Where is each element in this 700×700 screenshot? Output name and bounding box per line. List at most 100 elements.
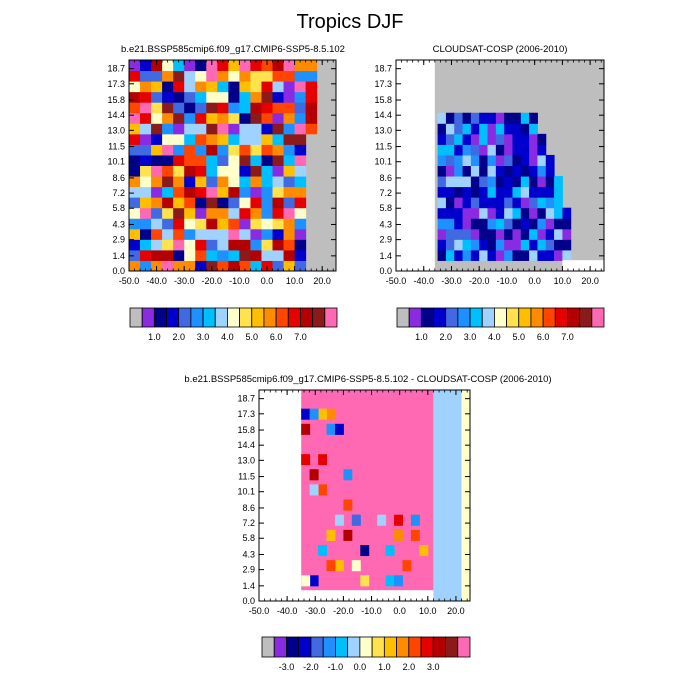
heatmap-cell	[217, 81, 229, 93]
colorbar-box	[347, 636, 361, 658]
heatmap-cell	[512, 239, 522, 251]
heatmap-cell	[140, 218, 152, 230]
colorbar-box	[420, 636, 434, 658]
y-tick-label: 5.8	[112, 203, 125, 213]
heatmap-cell	[470, 207, 480, 219]
heatmap-cell	[261, 249, 274, 261]
heatmap-cell	[129, 91, 141, 103]
heatmap-cell	[318, 545, 328, 557]
colorbar-label: 5.0	[513, 332, 526, 342]
heatmap-cell	[537, 165, 547, 177]
heatmap-cell	[454, 144, 464, 156]
heatmap-cell	[206, 197, 218, 209]
heatmap-cell	[283, 260, 296, 272]
heatmap-cell	[206, 102, 218, 114]
heatmap-cell	[239, 249, 251, 261]
heatmap-cell	[250, 260, 262, 272]
heatmap-cell	[512, 144, 522, 156]
heatmap-cell	[487, 176, 497, 188]
heatmap-cell	[261, 112, 274, 124]
heatmap-cell	[162, 123, 174, 135]
heatmap-cell	[217, 207, 229, 219]
heatmap-cell	[129, 207, 141, 219]
heatmap-cell	[343, 469, 353, 481]
colorbar-box	[396, 307, 410, 328]
y-tick-label: 7.2	[242, 518, 255, 528]
heatmap-cell	[283, 123, 296, 135]
heatmap-cell	[537, 144, 547, 156]
heatmap-cell	[217, 112, 229, 124]
heatmap-cell	[479, 207, 489, 219]
y-tick-label: 10.1	[374, 157, 392, 167]
heatmap-cell	[545, 207, 555, 219]
heatmap-cell	[228, 165, 240, 177]
heatmap-cell	[129, 260, 141, 272]
heatmap-cell	[184, 154, 196, 166]
heatmap-cell	[195, 207, 207, 219]
heatmap-cell	[437, 197, 447, 209]
heatmap-cell	[272, 112, 285, 124]
heatmap-cell	[326, 560, 336, 572]
heatmap-cell	[184, 260, 196, 272]
y-tick-label: 4.3	[112, 219, 125, 229]
heatmap-cell	[445, 186, 455, 198]
heatmap-cell	[261, 260, 274, 272]
heatmap-cell	[554, 197, 563, 209]
heatmap-cell	[537, 228, 547, 240]
heatmap-cell	[151, 70, 163, 82]
heatmap-cell	[462, 112, 472, 124]
heatmap-cell	[184, 165, 196, 177]
heatmap-cell	[529, 144, 538, 156]
heatmap-cell	[162, 260, 174, 272]
heatmap-cell	[195, 176, 207, 188]
x-tick-label: -10.0	[229, 276, 250, 286]
colorbar-label: 2.0	[403, 662, 416, 672]
heatmap-cell	[454, 123, 464, 135]
heatmap-cell	[445, 123, 455, 135]
heatmap-cell	[195, 133, 207, 145]
heatmap-cell	[173, 260, 185, 272]
heatmap-cell	[129, 218, 141, 230]
heatmap-cell	[206, 91, 218, 103]
heatmap-cell	[283, 186, 296, 198]
y-tick-label: 1.4	[112, 251, 125, 261]
heatmap-cell	[529, 186, 538, 198]
colorbar-box	[494, 307, 507, 328]
heatmap-cell	[470, 249, 480, 261]
panel-diff-title: b.e21.BSSP585cmip6.f09_g17.CMIP6-SSP5-8.…	[184, 374, 551, 385]
heatmap-cell	[272, 218, 285, 230]
panel-model-plot: -50.0 -40.0 -30.0 -20.0 -10.0 0.0 10.0 20.0 0.0 1…	[107, 59, 337, 286]
heatmap-cell	[162, 144, 174, 156]
heatmap-cell	[454, 154, 464, 166]
heatmap-cell	[545, 154, 555, 166]
heatmap-cell	[140, 70, 152, 82]
colorbar-label: 6.0	[270, 332, 283, 342]
y-tick-label: 10.1	[107, 157, 125, 167]
heatmap-cell	[520, 197, 530, 209]
y-tick-label: 7.2	[379, 188, 392, 198]
heatmap-cell	[250, 176, 262, 188]
heatmap-cell	[351, 514, 361, 526]
heatmap-cell	[495, 186, 505, 198]
heatmap-cell	[261, 165, 274, 177]
heatmap-cell	[162, 112, 174, 124]
colorbar-box	[371, 636, 385, 658]
heatmap-cell	[140, 207, 152, 219]
heatmap-cell	[294, 133, 307, 145]
heatmap-cell	[529, 133, 538, 145]
heatmap-cell	[261, 228, 274, 240]
panel-obs: CLOUDSAT-COSP (2006-2010) -50.0 -40.0 -30.…	[374, 44, 605, 342]
heatmap-cell	[479, 186, 489, 198]
colorbar-label: -1.0	[328, 662, 344, 672]
heatmap-cell	[239, 91, 251, 103]
heatmap-cell	[512, 197, 522, 209]
heatmap-cell	[283, 239, 296, 251]
heatmap-cell	[495, 207, 505, 219]
heatmap-cell	[520, 154, 530, 166]
heatmap-cell	[495, 197, 505, 209]
heatmap-cell	[239, 228, 251, 240]
heatmap-cell	[140, 249, 152, 261]
heatmap-cell	[454, 165, 464, 177]
heatmap-cell	[173, 239, 185, 251]
heatmap-cell	[283, 81, 296, 93]
